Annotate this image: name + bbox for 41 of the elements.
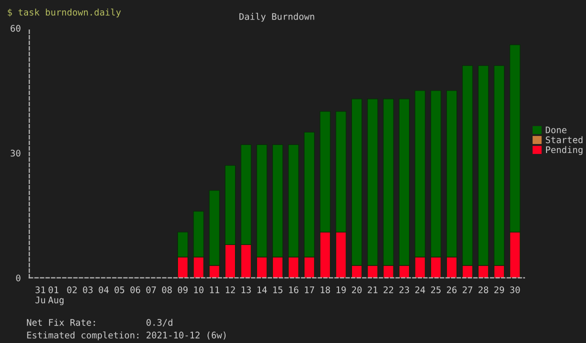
chart-title: Daily Burndown (239, 12, 314, 22)
text: $ task burndown.daily (8, 8, 121, 18)
x-tick-label: 07 (146, 286, 156, 294)
legend-label: Done (546, 126, 566, 134)
x-tick-label: 30 (510, 286, 520, 294)
x-tick-label: 12 (226, 286, 235, 294)
legend-label: Pending (546, 146, 582, 155)
x-tick-label: 02 (67, 286, 77, 294)
x-tick-label: 09 (178, 286, 188, 294)
x-tick-label: 08 (162, 286, 172, 294)
x-tick-label: 11 (210, 286, 220, 294)
x-tick-label: 13 (242, 286, 251, 294)
legend-label: Started (546, 136, 582, 144)
x-tick-label: 06 (130, 286, 140, 294)
x-tick-label: 21 (368, 286, 378, 294)
y-tick-label: 60 (10, 24, 20, 32)
x-tick-label: 18 (320, 286, 330, 294)
x-tick-label: 28 (478, 286, 488, 294)
x-tick-label: 23 (399, 286, 409, 294)
x-tick-label: 24 (415, 286, 426, 294)
x-tick-label: 25 (431, 286, 441, 294)
x-tick-label: 03 (82, 286, 93, 294)
x-tick-label: 16 (289, 286, 298, 294)
text: Estimated completion: 2021-10-12 (6w) (27, 331, 226, 340)
x-tick-label: 17 (304, 286, 314, 294)
x-tick-label: 10 (194, 286, 204, 294)
x-tick-label: 27 (462, 286, 472, 294)
x-tick-label: 19 (336, 286, 346, 294)
x-tick-label: 29 (494, 286, 504, 294)
x-tick-label: 14 (258, 286, 267, 294)
y-tick-label: 0 (16, 274, 20, 282)
x-tick-label: 01 Aug (48, 286, 64, 306)
x-tick-label: 20 (352, 286, 362, 294)
x-tick-label: 15 (273, 286, 282, 294)
x-tick-label: 04 (98, 286, 109, 294)
y-tick-label: 30 (10, 150, 20, 157)
x-tick-label: 05 (114, 286, 124, 294)
x-tick-label: 26 (446, 286, 457, 294)
x-tick-label: 22 (384, 286, 394, 294)
x-tick-label: 31 Ju (35, 286, 46, 304)
text: Net Fix Rate: 0.3/d (26, 318, 172, 327)
